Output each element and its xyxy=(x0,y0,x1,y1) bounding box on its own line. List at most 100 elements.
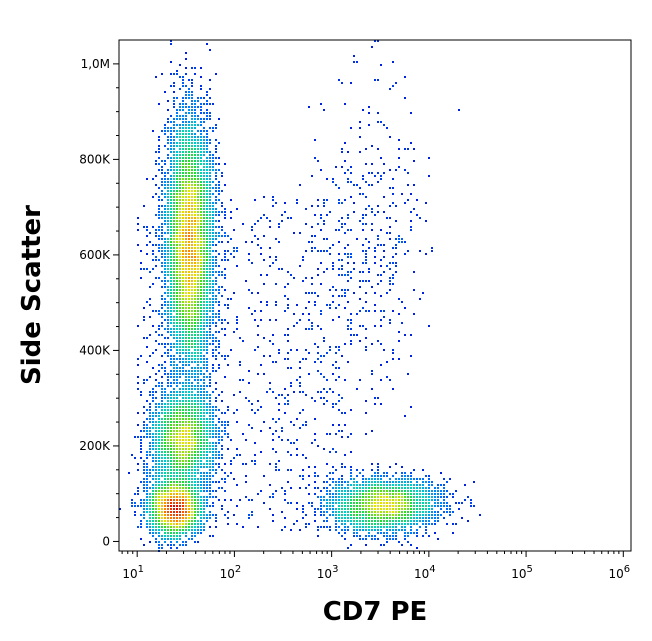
density-dot xyxy=(194,493,196,495)
density-dot xyxy=(419,499,421,501)
density-dot xyxy=(227,424,229,426)
density-dot xyxy=(155,520,157,522)
density-dot xyxy=(404,472,406,474)
density-dot xyxy=(209,277,211,279)
density-dot xyxy=(197,199,199,201)
density-dot xyxy=(170,43,172,45)
density-dot xyxy=(413,478,415,480)
density-dot xyxy=(188,214,190,216)
density-dot xyxy=(290,367,292,369)
density-dot xyxy=(164,238,166,240)
density-dot xyxy=(161,169,163,171)
density-dot xyxy=(365,337,367,339)
density-dot xyxy=(179,253,181,255)
density-dot xyxy=(218,442,220,444)
density-dot xyxy=(221,448,223,450)
density-dot xyxy=(323,514,325,516)
density-dot xyxy=(176,331,178,333)
density-dot xyxy=(161,481,163,483)
density-dot xyxy=(161,334,163,336)
density-dot xyxy=(179,445,181,447)
density-dot xyxy=(200,259,202,261)
density-dot xyxy=(191,124,193,126)
density-dot xyxy=(191,304,193,306)
density-dot xyxy=(182,211,184,213)
density-dot xyxy=(353,508,355,510)
density-dot xyxy=(167,100,169,102)
density-dot xyxy=(314,487,316,489)
density-dot xyxy=(224,433,226,435)
density-dot xyxy=(284,358,286,360)
density-dot xyxy=(428,535,430,537)
density-dot xyxy=(398,505,400,507)
density-dot xyxy=(194,175,196,177)
density-dot xyxy=(173,442,175,444)
density-dot xyxy=(311,277,313,279)
density-dot xyxy=(332,262,334,264)
density-dot xyxy=(191,97,193,99)
density-dot xyxy=(197,400,199,402)
density-dot xyxy=(200,328,202,330)
density-dot xyxy=(314,343,316,345)
density-dot xyxy=(194,421,196,423)
density-dot xyxy=(206,175,208,177)
density-dot xyxy=(197,274,199,276)
density-dot xyxy=(191,529,193,531)
density-dot xyxy=(278,268,280,270)
density-dot xyxy=(182,430,184,432)
density-dot xyxy=(170,493,172,495)
density-dot xyxy=(209,271,211,273)
density-dot xyxy=(200,76,202,78)
density-dot xyxy=(230,211,232,213)
density-dot xyxy=(206,499,208,501)
density-dot xyxy=(173,217,175,219)
density-dot xyxy=(329,490,331,492)
density-dot xyxy=(374,397,376,399)
density-dot xyxy=(371,484,373,486)
density-dot xyxy=(197,214,199,216)
density-dot xyxy=(155,487,157,489)
density-dot xyxy=(236,505,238,507)
density-dot xyxy=(158,244,160,246)
density-dot xyxy=(206,235,208,237)
density-dot xyxy=(188,241,190,243)
density-dot xyxy=(200,340,202,342)
density-dot xyxy=(167,400,169,402)
density-dot xyxy=(140,514,142,516)
density-dot xyxy=(401,505,403,507)
density-dot xyxy=(281,427,283,429)
density-dot xyxy=(191,439,193,441)
density-dot xyxy=(161,178,163,180)
density-dot xyxy=(338,478,340,480)
density-dot xyxy=(176,286,178,288)
density-dot xyxy=(161,391,163,393)
density-dot xyxy=(323,397,325,399)
density-dot xyxy=(197,403,199,405)
density-dot xyxy=(185,190,187,192)
density-dot xyxy=(218,418,220,420)
density-dot xyxy=(341,436,343,438)
density-dot xyxy=(377,487,379,489)
density-dot xyxy=(191,514,193,516)
density-dot xyxy=(158,343,160,345)
density-dot xyxy=(185,103,187,105)
density-dot xyxy=(338,493,340,495)
density-dot xyxy=(206,367,208,369)
density-dot xyxy=(341,475,343,477)
density-dot xyxy=(158,454,160,456)
density-dot xyxy=(218,409,220,411)
density-dot xyxy=(197,490,199,492)
density-dot xyxy=(338,505,340,507)
density-dot xyxy=(170,133,172,135)
density-dot xyxy=(164,361,166,363)
density-dot xyxy=(158,310,160,312)
density-dot xyxy=(203,403,205,405)
density-dot xyxy=(209,433,211,435)
density-dot xyxy=(437,499,439,501)
density-dot xyxy=(218,421,220,423)
density-dot xyxy=(296,448,298,450)
density-dot xyxy=(212,352,214,354)
density-dot xyxy=(434,532,436,534)
density-dot xyxy=(167,229,169,231)
density-dot xyxy=(173,142,175,144)
